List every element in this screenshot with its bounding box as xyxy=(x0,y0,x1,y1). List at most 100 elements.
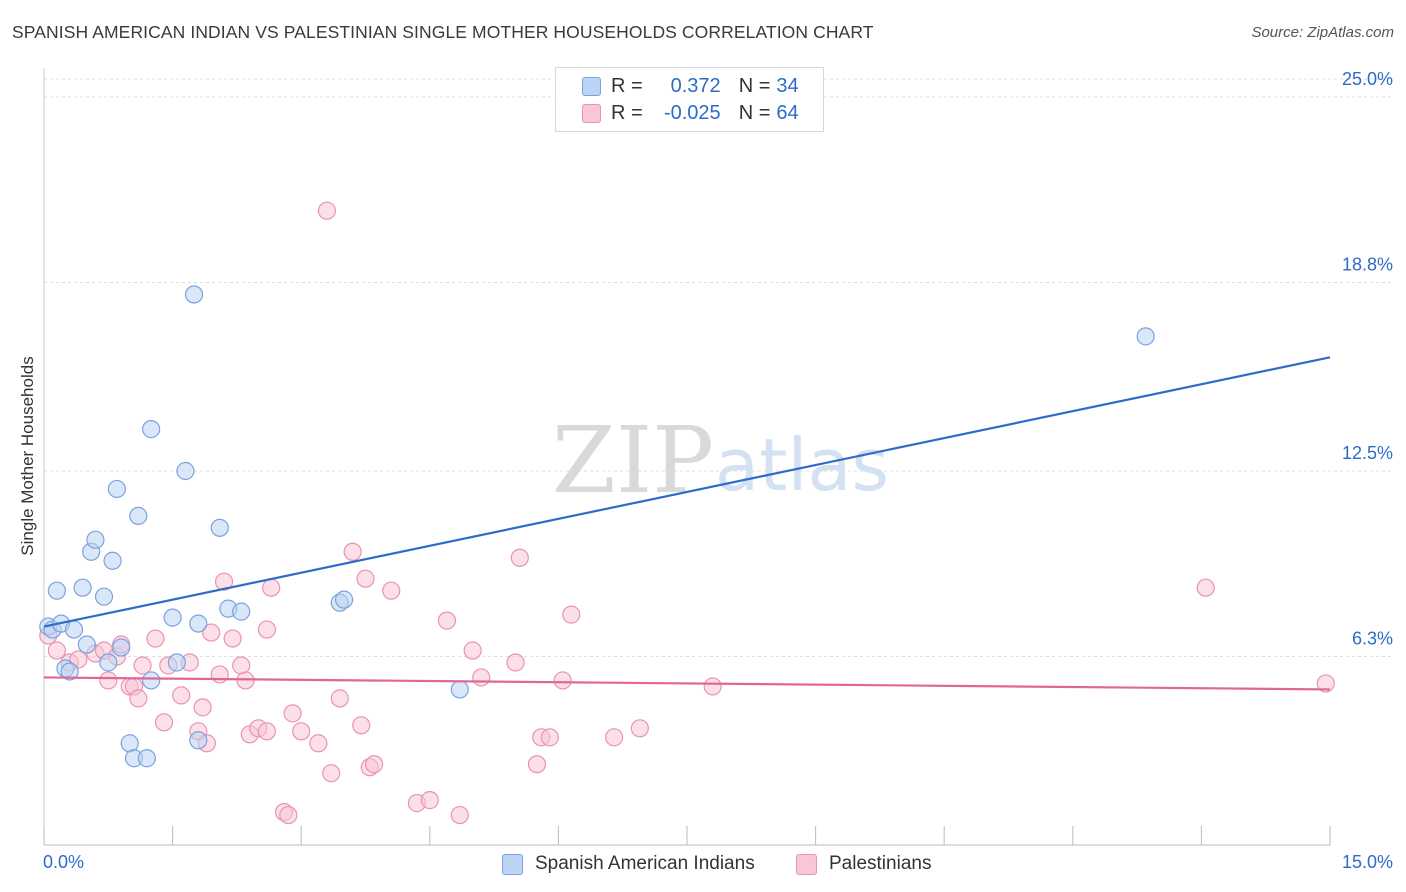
palestinians-point xyxy=(506,653,525,672)
palestinians-point xyxy=(1316,674,1335,693)
legend-item-spanish-american-indians[interactable]: Spanish American Indians xyxy=(502,852,755,876)
chart-title: SPANISH AMERICAN INDIAN VS PALESTINIAN S… xyxy=(12,22,874,42)
palestinians-point xyxy=(322,764,341,783)
legend-n-label: N = xyxy=(738,74,771,97)
palestinians-point xyxy=(463,641,482,660)
axes xyxy=(43,68,1331,846)
palestinians-point xyxy=(223,629,242,648)
x-tick-label-max: 15.0% xyxy=(1341,852,1393,872)
palestinians-point xyxy=(630,719,649,738)
palestinians-point xyxy=(553,671,572,690)
spanish-american-indians-point xyxy=(163,608,182,627)
palestinians-point xyxy=(257,722,277,741)
legend-n-label: N = xyxy=(738,101,771,124)
spanish-american-indians-points xyxy=(39,285,1155,768)
legend-item-palestinians[interactable]: Palestinians xyxy=(796,852,931,876)
palestinians-point xyxy=(283,704,302,723)
spanish-american-indians-point xyxy=(103,551,122,570)
palestinians-point xyxy=(605,728,624,747)
palestinians-point xyxy=(352,716,371,735)
spanish-american-indians-point xyxy=(86,530,105,549)
palestinians-point xyxy=(193,698,212,717)
spanish-american-indians-point xyxy=(450,680,469,699)
spanish-american-indians-point xyxy=(60,662,79,681)
y-tick-label: 18.8% xyxy=(1342,255,1393,275)
palestinians-point xyxy=(437,611,457,630)
palestinians-point xyxy=(510,548,529,567)
spanish-american-indians-point xyxy=(77,635,96,654)
source-label: Source: ZipAtlas.com xyxy=(1251,24,1394,41)
palestinians-point xyxy=(210,665,229,684)
legend-n-value: 64 xyxy=(776,101,799,124)
palestinians-point xyxy=(472,668,491,687)
spanish-american-indians-point xyxy=(176,461,195,481)
palestinians-point xyxy=(330,689,349,708)
palestinians-point xyxy=(309,734,328,753)
palestinians-point xyxy=(292,722,311,741)
legend-r-label: R = xyxy=(611,101,643,124)
spanish-american-indians-point xyxy=(73,578,92,597)
spanish-american-indians-point xyxy=(99,653,118,672)
spanish-american-indians-point xyxy=(167,653,186,672)
palestinians-point xyxy=(703,677,722,696)
palestinians-point xyxy=(279,805,298,825)
palestinians-point xyxy=(382,581,401,600)
legend-series-name: Palestinians xyxy=(829,853,932,874)
x-tick-label-min: 0.0% xyxy=(43,852,85,872)
legend-series-name: Spanish American Indians xyxy=(535,853,755,874)
spanish-american-indians-trend-line xyxy=(43,356,1331,628)
legend-row-spanish-american-indians: R = 0.372 N = 34 xyxy=(582,73,799,99)
y-axis-label: Single Mother Households xyxy=(18,356,37,556)
spanish-american-indians-point xyxy=(137,749,156,768)
legend-r-value: 0.372 xyxy=(670,74,721,97)
spanish-american-indians-point xyxy=(189,614,208,633)
spanish-american-indians-point xyxy=(334,590,354,609)
spanish-american-indians-point xyxy=(142,671,161,690)
y-tick-label: 25.0% xyxy=(1342,69,1393,89)
spanish-american-indians-point xyxy=(64,620,84,639)
palestinians-point xyxy=(343,542,362,561)
palestinians-point xyxy=(214,572,234,591)
legend-swatch-blue xyxy=(582,76,601,96)
palestinians-point xyxy=(420,791,439,810)
legend-swatch-pink xyxy=(796,853,817,875)
palestinians-trend-line xyxy=(43,676,1331,691)
spanish-american-indians-point xyxy=(1136,327,1155,346)
y-tick-label: 6.3% xyxy=(1352,629,1393,649)
palestinians-point xyxy=(562,605,581,624)
palestinians-point xyxy=(129,689,148,708)
watermark-zip: ZIP xyxy=(552,407,714,514)
palestinians-point xyxy=(202,623,221,642)
legend-swatch-pink xyxy=(582,103,601,123)
stats-legend: R = 0.372 N = 34 R = -0.025 N = 64 xyxy=(555,67,824,132)
spanish-american-indians-point xyxy=(107,479,126,499)
palestinians-point xyxy=(154,713,174,732)
legend-r-value: -0.025 xyxy=(663,101,721,124)
legend-swatch-blue xyxy=(502,853,523,875)
palestinians-point xyxy=(540,728,559,747)
palestinians-point xyxy=(527,755,547,774)
palestinians-point xyxy=(356,569,375,588)
watermark: ZIP atlas xyxy=(552,407,889,514)
spanish-american-indians-point xyxy=(112,638,131,657)
palestinians-point xyxy=(47,641,66,660)
y-tick-labels: 6.3% 12.5% 18.8% 25.0% xyxy=(1342,69,1393,649)
palestinians-point xyxy=(99,671,118,690)
legend-n-value: 34 xyxy=(776,74,799,97)
y-tick-label: 12.5% xyxy=(1342,443,1393,463)
palestinians-point xyxy=(257,620,277,639)
trend-lines xyxy=(43,356,1331,691)
palestinians-point xyxy=(317,201,337,220)
spanish-american-indians-point xyxy=(232,602,251,621)
spanish-american-indians-point xyxy=(94,587,114,606)
palestinians-point xyxy=(262,578,281,597)
palestinians-point xyxy=(133,656,152,675)
legend-row-palestinians: R = -0.025 N = 64 xyxy=(582,100,799,126)
watermark-atlas: atlas xyxy=(715,423,889,507)
palestinians-point xyxy=(1196,578,1215,597)
spanish-american-indians-point xyxy=(184,285,204,304)
palestinians-point xyxy=(232,656,251,675)
gridlines xyxy=(44,78,1392,658)
legend-r-label: R = xyxy=(611,74,643,97)
